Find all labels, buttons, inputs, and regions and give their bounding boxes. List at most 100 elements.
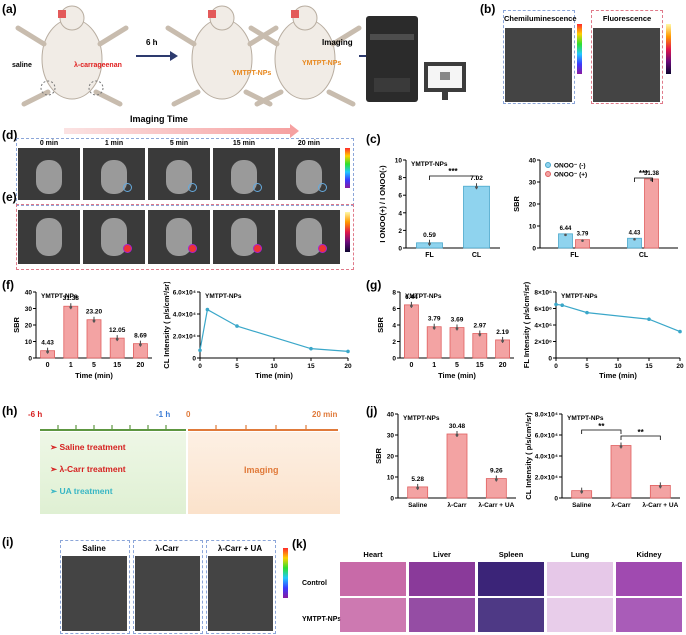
data-point (69, 305, 73, 309)
y-tick-label: 4.0×10⁴ (173, 312, 196, 319)
data-point (564, 233, 567, 237)
x-tick-label: 20 (676, 363, 684, 370)
bar (644, 178, 659, 249)
data-label: 31.38 (63, 295, 80, 302)
y-axis-label: I ONOO(+) / I ONOO(-) (378, 165, 387, 243)
y-tick-label: 2×10⁶ (534, 339, 552, 346)
data-point (585, 310, 589, 315)
panel-label-d: (d) (2, 128, 18, 142)
y-tick-label: 4.0×10⁴ (535, 454, 558, 461)
y-tick-label: 4 (398, 210, 402, 217)
data-point (410, 304, 413, 308)
data-label: 0.59 (423, 232, 436, 239)
x-tick-label: 5 (455, 362, 459, 369)
chart-c1: 0 2 4 6 8 10 I ONOO(+) / I ONOO(-) YMTPT-NPs FL 0… (378, 158, 500, 259)
panel-label-g: (g) (366, 278, 382, 292)
fl-title: Fluorescence (602, 14, 652, 23)
histo-probe-image (478, 598, 544, 632)
bar (86, 319, 102, 359)
mouse-silhouette (296, 160, 322, 194)
histo-probe-image (409, 598, 475, 632)
x-tick-label: 5 (585, 363, 589, 370)
x-tick-label: CL (472, 252, 482, 259)
chart-g1: 0 2 4 6 8 SBR Time (min) YMTPT-NPs 0 6.44 1 3.79 5 3.… (376, 290, 514, 380)
data-label: 9.26 (490, 468, 503, 475)
y-tick-label: 8 (392, 290, 396, 297)
significance-bracket (429, 175, 477, 180)
y-tick-label: 6.0×10⁴ (535, 433, 558, 440)
y-tick-label: 40 (529, 158, 537, 165)
y-tick-label: 8.0×10⁴ (535, 412, 558, 419)
cl-time-label: 5 min (169, 140, 189, 147)
chart-title: YMTPT-NPs (411, 161, 448, 168)
x-tick-label: 15 (645, 363, 653, 370)
y-axis-label: CL Intensity ( p/s/cm²/sr) (524, 412, 533, 500)
data-label: 3.79 (577, 232, 589, 238)
probe-label-2: YMTPT-NPs (302, 60, 342, 67)
y-tick-label: 10 (529, 224, 537, 231)
x-tick-label: 1 (69, 362, 73, 369)
carrageenan-label: λ-carrageenan (74, 62, 122, 69)
data-point (428, 242, 431, 246)
legend-label: ONOO⁻ (+) (554, 172, 587, 179)
y-tick-label: 10 (387, 475, 395, 482)
mouse-silhouette (166, 218, 192, 256)
x-tick-label: 0 (198, 363, 202, 370)
data-label: 5.28 (411, 476, 424, 483)
y-tick-label: 0 (532, 246, 536, 253)
x-tick-label: FL (570, 252, 579, 259)
data-label: 23.20 (86, 309, 103, 316)
y-tick-label: 2.0×10⁴ (173, 334, 196, 341)
group-image-frame (133, 540, 203, 634)
panel-label-a: (a) (2, 2, 17, 16)
panel-label-e: (e) (2, 190, 17, 204)
histo-control-image (616, 562, 682, 596)
fl-image-frame (591, 10, 663, 104)
x-tick-label: λ-Carr + UA (478, 501, 514, 509)
y-tick-label: 2 (392, 339, 396, 346)
data-label: 2.19 (496, 329, 509, 336)
cl-image-frame (503, 10, 575, 104)
panel-label-k: (k) (292, 537, 307, 551)
ua-treatment-text: UA treatment (59, 486, 113, 496)
cl-mouse-image (505, 28, 572, 102)
y-axis-label: SBR (374, 448, 383, 464)
y-tick-label: 10 (395, 158, 403, 165)
histo-row-control: Control (302, 580, 327, 587)
mouse-illustration-1 (15, 5, 129, 107)
significance-mark: *** (639, 169, 649, 178)
data-point (580, 490, 584, 494)
saline-treatment-text: Saline treatment (59, 442, 126, 452)
roi-circle (188, 183, 197, 192)
mouse-silhouette (101, 160, 127, 194)
data-point (416, 486, 420, 490)
data-label: 6.44 (560, 226, 572, 232)
histo-col-label: Kidney (636, 550, 662, 559)
group-label: λ-Carr (155, 544, 179, 553)
panel-label-c: (c) (366, 132, 381, 146)
histo-control-image (340, 562, 406, 596)
group-image-frame (60, 540, 130, 634)
y-tick-label: 4×10⁶ (534, 323, 552, 330)
data-point (560, 303, 564, 307)
bar (403, 304, 419, 359)
data-point (478, 333, 482, 336)
x-tick-label: 10 (614, 363, 622, 370)
cl-time-label: 0 min (39, 140, 59, 147)
data-point (619, 445, 623, 448)
series-line (555, 303, 681, 333)
timeline-end: 20 min (312, 410, 338, 419)
x-tick-label: CL (639, 252, 649, 259)
significance-bracket (634, 177, 653, 182)
timeline (40, 425, 338, 431)
y-axis-label: SBR (512, 196, 521, 212)
data-point (46, 350, 49, 354)
data-label: 31.38 (644, 171, 660, 177)
roi-signal (188, 244, 197, 253)
histo-control-image (547, 562, 613, 596)
bar (472, 333, 488, 359)
bar (449, 327, 465, 359)
